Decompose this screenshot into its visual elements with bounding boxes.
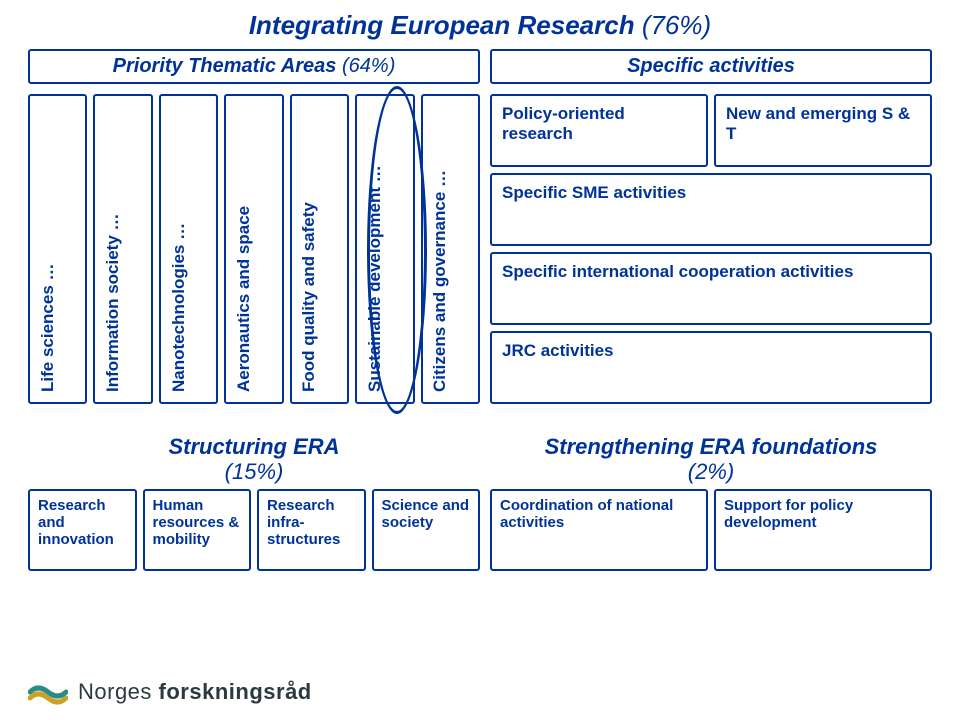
vcol-information-society: Information society … [93, 94, 152, 404]
strengthening-era-title: Strengthening ERA foundations (2%) [490, 434, 932, 485]
cell-text: Specific SME activities [502, 183, 686, 203]
vcol-label: Information society … [103, 213, 123, 392]
vcol-sustainable-dev: Sustainable development … [355, 94, 414, 404]
cell-science-society: Science and society [372, 489, 481, 571]
era-title-text: Structuring ERA [168, 434, 339, 459]
pta-header: Priority Thematic Areas (64%) [28, 49, 480, 84]
vcol-label: Citizens and governance … [430, 170, 450, 392]
cell-text: Science and society [382, 497, 470, 531]
main-title-text: Integrating European Research [249, 10, 635, 40]
cell-research-innovation: Research and innovation [28, 489, 137, 571]
pta-pct: (64%) [342, 55, 395, 77]
vcol-label: Food quality and safety [299, 202, 319, 392]
rg-row-2: Specific SME activities [490, 173, 932, 246]
cell-text: Research infra-structures [267, 497, 340, 549]
brand-light: Norges [78, 679, 159, 704]
cell-text: Coordination of national activities [500, 497, 673, 531]
cell-text: JRC activities [502, 341, 614, 361]
main-title: Integrating European Research (76%) [249, 10, 711, 40]
cell-research-infra: Research infra-structures [257, 489, 366, 571]
vcol-label: Life sciences … [38, 263, 58, 392]
era-title-pct: (2%) [688, 459, 734, 484]
cell-text: Support for policy development [724, 497, 853, 531]
vcol-label: Nanotechnologies … [169, 223, 189, 392]
cell-jrc: JRC activities [490, 331, 932, 404]
specific-activities-header: Specific activities [490, 49, 932, 84]
rg-row-4: JRC activities [490, 331, 932, 404]
footer-brand-text: Norges forskningsråd [78, 679, 312, 705]
rg-row-3: Specific international cooperation activ… [490, 252, 932, 325]
cell-policy-research: Policy-oriented research [490, 94, 708, 167]
cell-text: Human resources & mobility [153, 497, 240, 549]
cell-coordination: Coordination of national activities [490, 489, 708, 571]
structuring-era-title: Structuring ERA (15%) [28, 434, 480, 485]
vcol-food-quality: Food quality and safety [290, 94, 349, 404]
structuring-era-cells: Research and innovation Human resources … [28, 489, 480, 571]
vcol-label: Aeronautics and space [234, 206, 254, 392]
cell-support-policy: Support for policy development [714, 489, 932, 571]
vcol-aeronautics: Aeronautics and space [224, 94, 283, 404]
cell-new-emerging: New and emerging S & T [714, 94, 932, 167]
vcol-label: Sustainable development … [365, 165, 385, 392]
spec-text: Specific activities [627, 55, 795, 77]
thematic-columns: Life sciences … Information society … Na… [28, 94, 480, 404]
cell-text: New and emerging S & T [726, 104, 920, 144]
bottom-section: Structuring ERA (15%) Research and innov… [28, 434, 932, 571]
pta-text: Priority Thematic Areas [113, 55, 337, 77]
footer-logo: Norges forskningsråd [28, 678, 312, 706]
era-title-text: Strengthening ERA foundations [545, 434, 878, 459]
cell-intl-coop: Specific international cooperation activ… [490, 252, 932, 325]
brand-bold: forskningsråd [159, 679, 312, 704]
cell-text: Specific international cooperation activ… [502, 262, 853, 282]
vcol-nanotech: Nanotechnologies … [159, 94, 218, 404]
structuring-era: Structuring ERA (15%) Research and innov… [28, 434, 480, 571]
forskningsrad-logo-icon [28, 678, 68, 706]
strengthening-era-cells: Coordination of national activities Supp… [490, 489, 932, 571]
strengthening-era: Strengthening ERA foundations (2%) Coord… [490, 434, 932, 571]
cell-sme: Specific SME activities [490, 173, 932, 246]
rg-row-1: Policy-oriented research New and emergin… [490, 94, 932, 167]
subheader-row: Priority Thematic Areas (64%) Specific a… [28, 49, 932, 84]
cell-human-resources: Human resources & mobility [143, 489, 252, 571]
specific-activities-grid: Policy-oriented research New and emergin… [490, 94, 932, 404]
main-title-pct: (76%) [642, 10, 711, 40]
vcol-citizens-governance: Citizens and governance … [421, 94, 480, 404]
main-title-row: Integrating European Research (76%) [28, 10, 932, 41]
cell-text: Policy-oriented research [502, 104, 696, 144]
era-title-pct: (15%) [225, 459, 284, 484]
cell-text: Research and innovation [38, 497, 114, 549]
vcol-life-sciences: Life sciences … [28, 94, 87, 404]
middle-section: Life sciences … Information society … Na… [28, 94, 932, 404]
